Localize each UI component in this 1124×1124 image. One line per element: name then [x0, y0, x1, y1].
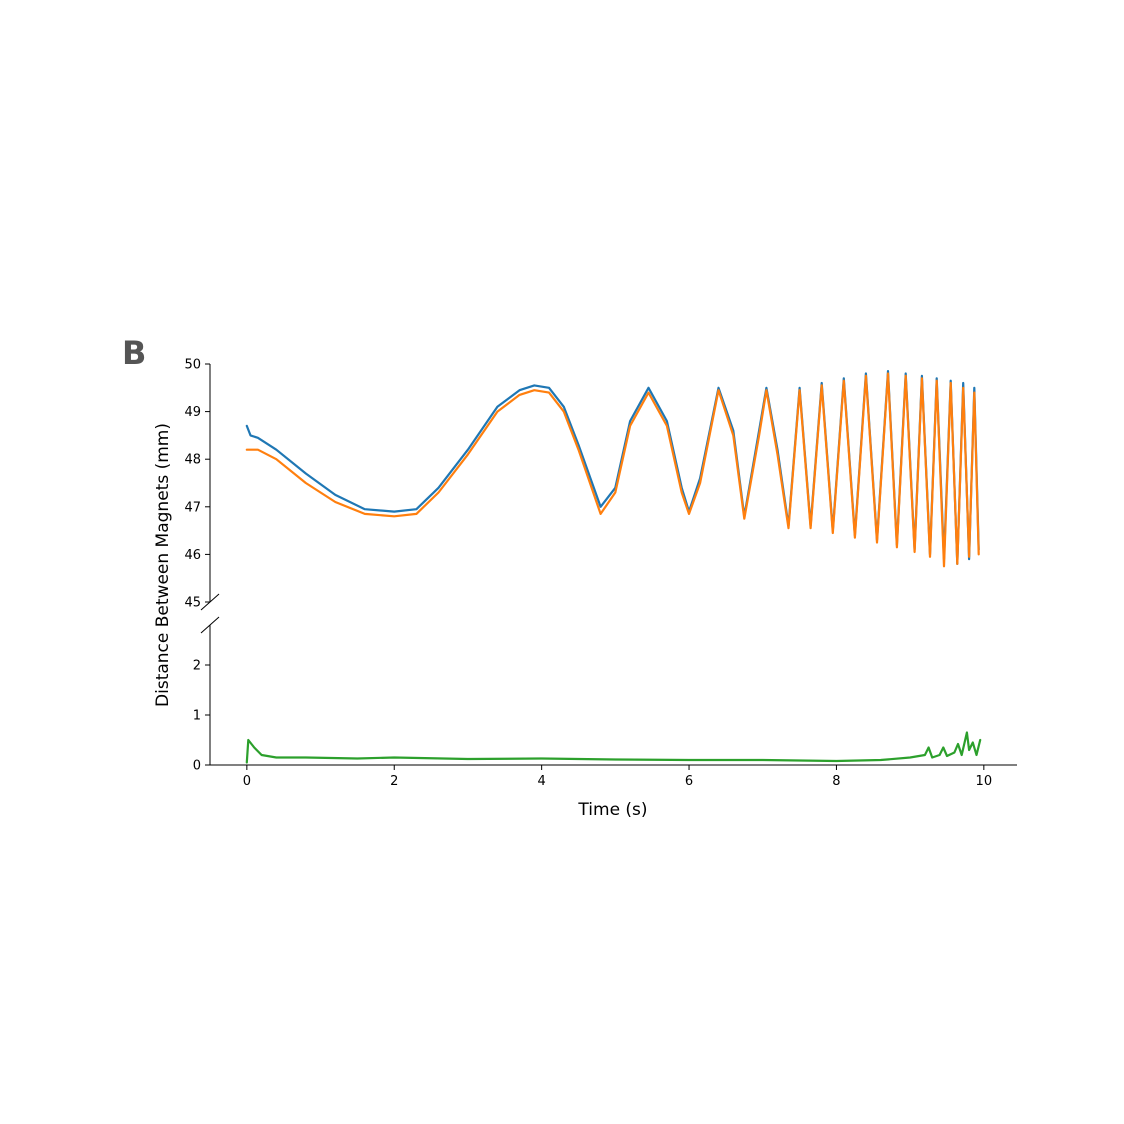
x-tick-label: 4: [538, 774, 546, 789]
series-line-1: [245, 370, 980, 565]
x-tick-label: 0: [243, 774, 251, 789]
series-layer: [245, 370, 982, 764]
axis-break-mark-lower: [200, 616, 220, 634]
upper-y-tick-label: 47: [184, 500, 201, 515]
lower-y-tick-label: 1: [193, 709, 201, 724]
x-tick-label: 10: [976, 774, 993, 789]
series-line-2: [245, 372, 980, 568]
upper-y-tick-label: 48: [184, 453, 201, 468]
x-axis-title: Time (s): [577, 800, 647, 820]
x-tick-label: 2: [390, 774, 398, 789]
y-axis-title: Distance Between Magnets (mm): [153, 423, 173, 707]
lower-y-tick-label: 0: [193, 759, 201, 774]
upper-y-tick-label: 49: [184, 405, 201, 420]
panel-label: B: [122, 334, 147, 372]
upper-y-tick-label: 46: [184, 548, 201, 563]
x-tick-label: 8: [832, 774, 840, 789]
upper-y-tick-label: 45: [184, 596, 201, 611]
x-tick-label: 6: [685, 774, 693, 789]
upper-y-tick-label: 50: [184, 358, 201, 373]
series-line-3: [245, 731, 982, 764]
lower-y-tick-label: 2: [193, 659, 201, 674]
